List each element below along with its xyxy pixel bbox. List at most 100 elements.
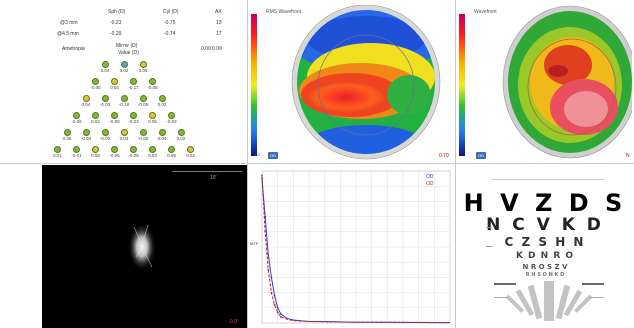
- mtf-legend-2: OD: [426, 181, 434, 187]
- zernike-coefficient-dot: [177, 128, 185, 136]
- zernike-coefficient-value: -0.08: [128, 153, 139, 158]
- zernike-coefficient-value: -0.08: [147, 85, 158, 90]
- zernike-coefficient-value: -0.06: [137, 136, 149, 141]
- wavefront-map-right: [502, 5, 632, 159]
- zernike-coefficient-value: -0.18: [118, 102, 130, 107]
- psf-panel: 10' 0.0': [42, 165, 247, 328]
- map-left-value: 0.70: [439, 153, 449, 159]
- zernike-coefficient-dot: [111, 111, 118, 119]
- zernike-coefficient-value: 0.09: [167, 153, 176, 158]
- zernike-coefficient-dot: [130, 145, 137, 153]
- zernike-coefficient-dot: [149, 77, 156, 85]
- eye-row-6: R H S O N K D: [525, 272, 565, 278]
- psf-bottom-right-label: 0.0': [230, 319, 238, 325]
- zernike-coefficient-value: 0.04: [110, 85, 119, 90]
- zernike-coefficient-dot: [82, 94, 90, 102]
- mtf-point: [267, 253, 270, 256]
- zernike-coefficient-value: 0.04: [157, 136, 167, 141]
- zernike-coefficient-value: 0.06: [62, 136, 72, 141]
- zernike-coefficient-dot: [168, 145, 175, 153]
- zernike-coefficient-value: -0.17: [128, 85, 139, 90]
- mtf-ylabel: MTF: [250, 241, 259, 246]
- row2-cyl: -0.74: [164, 31, 176, 37]
- row2-ax: 17: [216, 31, 222, 37]
- zernike-coefficient-value: 0.05: [138, 68, 148, 73]
- header-sph: Sph (D): [108, 9, 126, 15]
- map-left-scale-min: -1.0: [253, 152, 260, 157]
- zernike-coefficient-value: -0.02: [166, 119, 177, 124]
- sub-right-label: 0.00 0.00: [201, 46, 222, 52]
- zernike-coefficient-dot: [92, 145, 99, 153]
- psf-scale-line: [172, 171, 242, 172]
- mtf-legend-1: OD: [426, 174, 434, 180]
- zernike-coefficient-value: -0.02: [99, 136, 111, 141]
- zernike-coefficient-value: -0.06: [71, 119, 82, 124]
- eye-row-1: H V Z D S: [463, 189, 627, 217]
- zernike-coefficient-value: 0.02: [186, 153, 195, 158]
- zernike-coefficient-dot: [139, 94, 147, 102]
- mtf-panel: MTF OD OD: [248, 165, 455, 328]
- header-ax: AX: [215, 9, 222, 15]
- zernike-coefficient-dot: [120, 94, 128, 102]
- zernike-coefficient-dot: [149, 111, 156, 119]
- zernike-coefficient-dot: [139, 128, 147, 136]
- zernike-coefficient-dot: [63, 128, 71, 136]
- zernike-coefficient-dot: [187, 145, 194, 153]
- wavefront-map-right-panel: Wavefront OD N: [456, 0, 634, 163]
- mtf-point: [273, 303, 276, 306]
- zernike-coefficient-value: -0.06: [109, 153, 120, 158]
- mtf-point: [261, 174, 263, 177]
- eye-row-5: N R O S Z V: [522, 263, 568, 271]
- sub-center-label-2: Value (D): [118, 50, 139, 56]
- eye-row-4: K D N R O: [515, 251, 575, 261]
- mtf-point: [276, 306, 279, 309]
- zernike-coefficient-dot: [130, 111, 137, 119]
- zernike-coefficient-dot: [120, 60, 128, 68]
- sub-center-label: Mirror (D): [116, 43, 138, 49]
- zernike-coefficient-dot: [168, 111, 175, 119]
- mtf-point: [270, 276, 273, 279]
- zernike-coefficient-dot: [149, 145, 156, 153]
- zernike-coefficient-value: 0.02: [157, 102, 167, 107]
- map-left-eye-tag[interactable]: OD: [268, 152, 278, 159]
- mtf-point: [273, 294, 276, 297]
- psf-top-right-label: 10': [210, 175, 217, 181]
- zernike-coefficient-value: 0.02: [91, 119, 100, 124]
- eye-row-2: N C V K D: [486, 215, 604, 235]
- map-left-title: RMS Wavefront: [266, 9, 302, 15]
- zernike-coefficient-value: -0.04: [80, 136, 92, 141]
- zernike-coefficient-value: -0.01: [71, 153, 82, 158]
- zernike-coefficient-dot: [73, 111, 80, 119]
- row1-ax: 13: [216, 20, 222, 26]
- horizontal-divider: [0, 163, 634, 164]
- eye-chart-blur-fan: [494, 281, 604, 321]
- row1-sph: -0.23: [110, 20, 122, 26]
- zernike-coefficient-value: 0.04: [81, 102, 91, 107]
- zernike-coefficient-dot: [82, 128, 90, 136]
- color-scale-bar-left: [251, 14, 257, 156]
- row1-cyl: -0.75: [164, 20, 176, 26]
- eye-chart-top-line: [492, 179, 604, 180]
- wavefront-map-left: [291, 5, 441, 160]
- zernike-coefficient-value: 0.02: [176, 136, 186, 141]
- zernike-coefficient-value: 0.06: [91, 153, 100, 158]
- zernike-coefficient-value: -0.03: [128, 119, 139, 124]
- mtf-point: [270, 291, 273, 294]
- zernike-coefficient-dot: [54, 145, 61, 153]
- mtf-point: [264, 230, 267, 233]
- mtf-point: [276, 311, 279, 314]
- zernike-coefficient-dot: [101, 94, 109, 102]
- zernike-coefficient-dot: [130, 77, 137, 85]
- sub-left-label: Ametropia: [62, 46, 85, 52]
- map-right-title: Wavefront: [474, 9, 497, 15]
- zernike-coefficient-value: 0.05: [148, 119, 157, 124]
- zernike-coefficient-value: -0.06: [90, 85, 101, 90]
- header-cyl: Cyl (D): [163, 9, 179, 15]
- map-right-eye-tag[interactable]: OD: [476, 152, 486, 159]
- vertical-divider-1: [247, 0, 248, 328]
- mtf-point: [279, 312, 282, 315]
- zernike-coefficient-value: -0.03: [99, 102, 111, 107]
- zernike-coefficient-dot: [158, 94, 166, 102]
- zernike-coefficient-dot: [101, 60, 109, 68]
- psf-image: [128, 223, 156, 271]
